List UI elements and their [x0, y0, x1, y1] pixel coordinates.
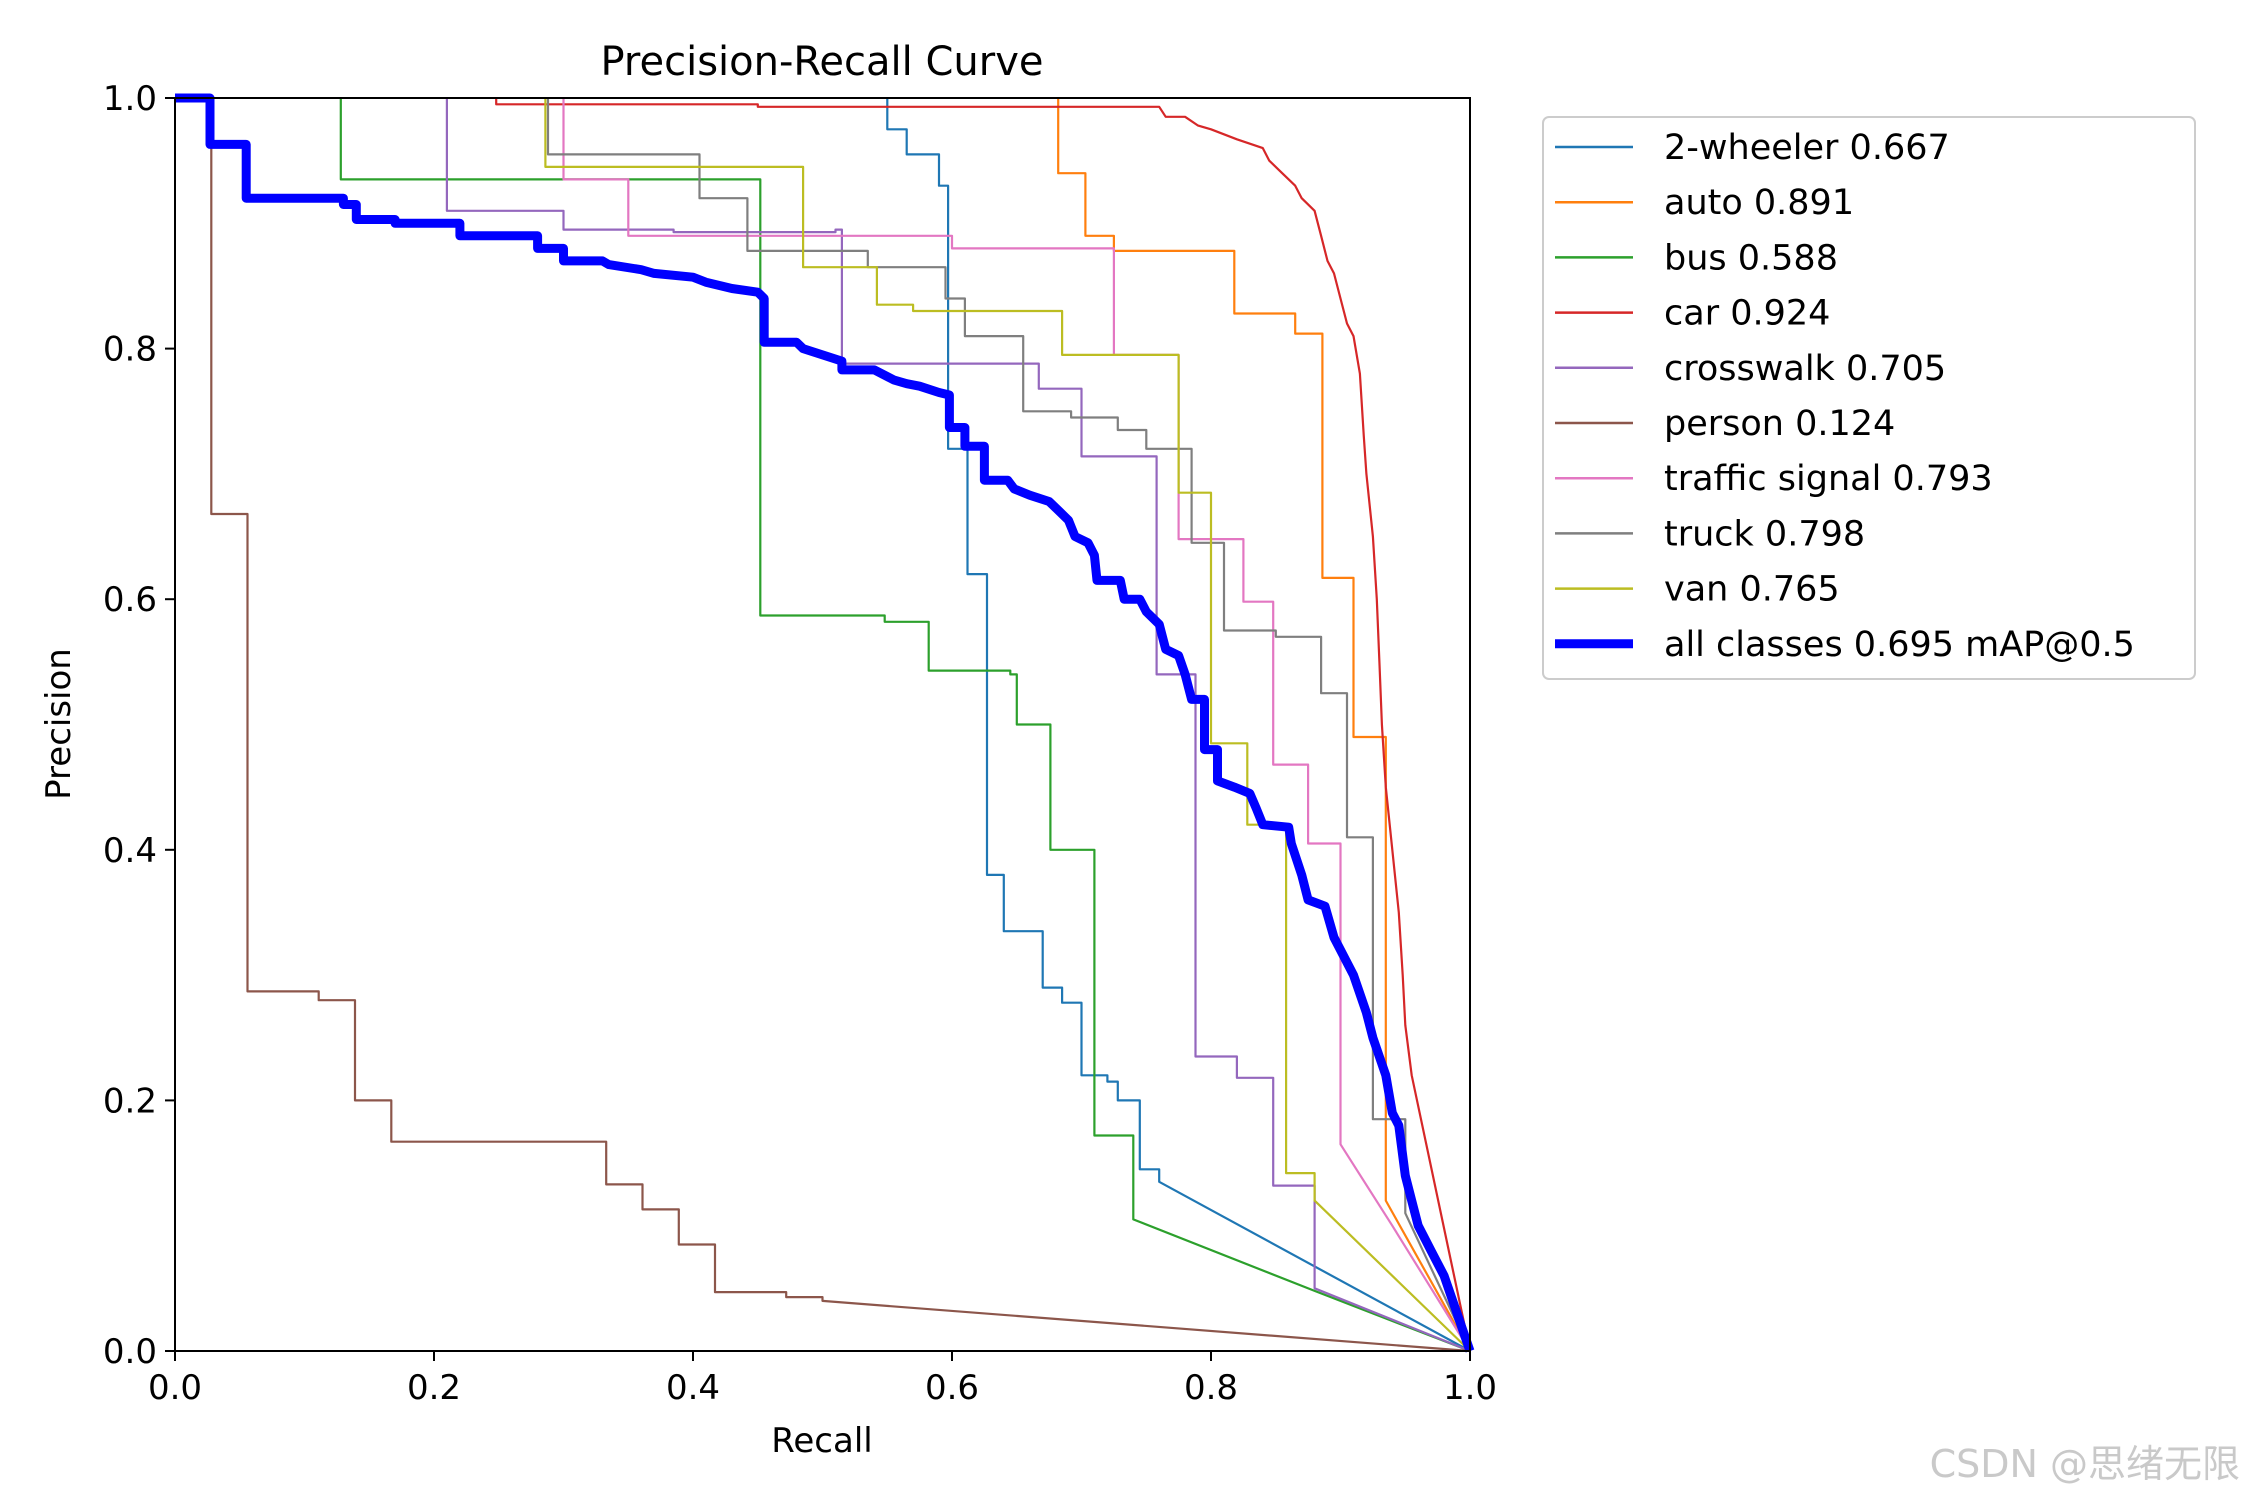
legend-label-bus: bus 0.588 [1664, 238, 1838, 278]
series-line-auto [1057, 98, 1471, 1352]
legend-label-person: person 0.124 [1664, 404, 1895, 444]
series-line-person [210, 98, 1471, 1353]
series-line-all-classes [175, 93, 1475, 1353]
series-line-truck [546, 98, 1471, 1352]
y-tick-label: 0.8 [103, 330, 157, 370]
y-axis-label: Precision [39, 648, 79, 800]
series-line-2-wheeler [886, 98, 1471, 1352]
series-line-crosswalk [445, 98, 1471, 1353]
x-axis-label: Recall [771, 1421, 872, 1461]
legend-label-crosswalk: crosswalk 0.705 [1664, 349, 1946, 389]
x-axis-ticks: 0.0 0.2 0.4 0.6 0.8 1.0 [148, 1351, 1497, 1408]
y-tick-label: 1.0 [103, 79, 157, 119]
legend: 2-wheeler 0.667 auto 0.891 bus 0.588 car 0.… [1542, 116, 2196, 680]
x-tick-label: 0.6 [925, 1368, 979, 1408]
legend-label-traffic-signal: traffic signal 0.793 [1664, 459, 1993, 499]
legend-label-van: van 0.765 [1664, 570, 1840, 610]
x-tick-label: 0.4 [666, 1368, 720, 1408]
series-layer [175, 93, 1475, 1353]
legend-items: 2-wheeler 0.667 auto 0.891 bus 0.588 car 0.… [1555, 128, 2135, 665]
y-axis-ticks: 0.0 0.2 0.4 0.6 0.8 1.0 [103, 79, 175, 1372]
y-tick-label: 0.4 [103, 831, 157, 871]
series-line-car [495, 98, 1472, 1352]
chart-title: Precision-Recall Curve [601, 39, 1044, 85]
legend-label-all-classes: all classes 0.695 mAP@0.5 [1664, 625, 2135, 665]
legend-label-truck: truck 0.798 [1664, 514, 1865, 554]
x-tick-label: 0.2 [407, 1368, 461, 1408]
series-line-van [544, 98, 1471, 1352]
x-tick-label: 0.0 [148, 1368, 202, 1408]
y-tick-label: 0.2 [103, 1081, 157, 1121]
plot-area [174, 93, 1475, 1353]
legend-frame [1542, 116, 2196, 680]
legend-label-auto: auto 0.891 [1664, 183, 1854, 223]
x-tick-label: 0.8 [1184, 1368, 1238, 1408]
y-tick-label: 0.6 [103, 580, 157, 620]
axes-frame [174, 97, 1471, 1352]
watermark: CSDN @思绪无限 [1929, 1442, 2240, 1486]
y-tick-label: 0.0 [103, 1332, 157, 1372]
series-line-bus [339, 98, 1471, 1353]
x-tick-label: 1.0 [1443, 1368, 1497, 1408]
legend-label-car: car 0.924 [1664, 294, 1830, 334]
legend-label-2-wheeler: 2-wheeler 0.667 [1664, 128, 1950, 168]
